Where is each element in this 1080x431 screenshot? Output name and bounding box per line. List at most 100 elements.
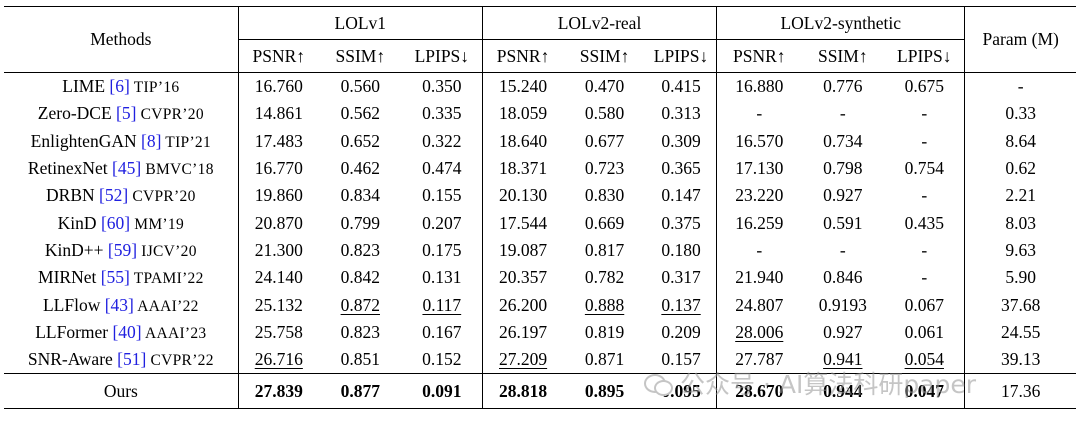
value-cell: 0.669 xyxy=(563,209,646,236)
value-text: 0.823 xyxy=(340,321,380,342)
value-cell: 37.68 xyxy=(964,291,1076,319)
method-name: RetinexNet xyxy=(27,158,112,179)
citation-link[interactable]: [59] xyxy=(107,239,138,260)
method-name: Ours xyxy=(103,380,138,401)
value-cell: 0.871 xyxy=(563,346,646,374)
value-text: 0.375 xyxy=(661,212,701,233)
value-cell: 5.90 xyxy=(964,264,1076,292)
table-row: DRBN [52] CVPR’20 19.860 0.834 0.155 20.130 0… xyxy=(4,182,1076,210)
value-cell: 19.860 xyxy=(237,182,319,210)
value-cell: 0.054 xyxy=(884,346,965,374)
value-text: 24.55 xyxy=(1001,321,1041,342)
value-text: 0.941 xyxy=(823,349,863,370)
value-cell: 2.21 xyxy=(964,182,1076,210)
value-cell: 0.180 xyxy=(646,237,717,264)
method-name: SNR-Aware xyxy=(27,349,118,370)
table-row: EnlightenGAN [8] TIP’21 17.483 0.652 0.322 1… xyxy=(4,127,1076,155)
value-cell: 20.130 xyxy=(481,182,564,210)
value-cell: 18.059 xyxy=(481,100,564,128)
table-row: LIME [6] TIP’16 16.760 0.560 0.350 15.240 0.4… xyxy=(4,72,1076,101)
value-text: 0.562 xyxy=(340,103,380,124)
venue-label: TIP’21 xyxy=(161,133,212,151)
value-cell: 0.817 xyxy=(563,237,646,264)
table-row: LLFlow [43] AAAI’22 25.132 0.872 0.117 26.20… xyxy=(4,291,1076,319)
table-row: KinD [60] MM’19 20.870 0.799 0.207 17.544 0.6… xyxy=(4,209,1076,237)
method-name-cell: SNR-Aware [51] CVPR’22 xyxy=(4,346,238,374)
metric-header: PSNR↑ xyxy=(237,39,319,73)
value-cell: 0.562 xyxy=(319,100,402,127)
value-text: 0.754 xyxy=(904,158,944,179)
value-text: 0.470 xyxy=(584,76,625,97)
value-text: 18.059 xyxy=(499,103,548,124)
value-cell: 0.415 xyxy=(646,73,717,101)
value-cell: 28.006 xyxy=(716,318,802,346)
metric-header: PSNR↑ xyxy=(716,39,802,73)
metric-header: PSNR↑ xyxy=(481,39,564,73)
method-name: Zero-DCE xyxy=(37,103,117,124)
value-text: - xyxy=(921,130,928,151)
value-cell: 0.798 xyxy=(801,155,884,182)
venue-label: TIP’16 xyxy=(129,79,180,97)
value-text: 0.474 xyxy=(422,158,462,179)
value-text: 0.560 xyxy=(340,76,380,97)
value-text: 16.880 xyxy=(735,76,784,97)
citation-link[interactable]: [45] xyxy=(112,158,142,179)
value-text: 26.197 xyxy=(499,321,548,342)
table-row: Zero-DCE [5] CVPR’20 14.861 0.562 0.335 18.0… xyxy=(4,100,1076,128)
value-cell: 0.365 xyxy=(646,155,717,182)
value-cell: 0.675 xyxy=(884,73,965,101)
citation-link[interactable]: [52] xyxy=(99,185,129,206)
citation-link[interactable]: [60] xyxy=(100,212,131,233)
value-text: 0.927 xyxy=(823,185,863,206)
value-text: 0.061 xyxy=(904,321,944,342)
citation-link[interactable]: [55] xyxy=(100,267,130,288)
method-name: LLFormer xyxy=(35,321,113,342)
value-text: 0.462 xyxy=(340,158,380,179)
value-text: 18.640 xyxy=(499,130,548,151)
value-cell: 0.652 xyxy=(319,128,402,155)
method-name: EnlightenGAN xyxy=(30,130,141,151)
venue-label: CVPR’20 xyxy=(128,188,196,206)
value-cell: 26.200 xyxy=(481,291,564,319)
value-cell: 17.130 xyxy=(716,154,802,183)
value-text: - xyxy=(921,185,928,206)
citation-link[interactable]: [6] xyxy=(109,76,130,97)
value-cell: 0.580 xyxy=(563,100,646,127)
value-text: 21.940 xyxy=(735,267,784,288)
value-text: 0.435 xyxy=(904,212,944,233)
citation-link[interactable]: [8] xyxy=(141,130,162,151)
value-cell: 0.462 xyxy=(319,155,402,182)
value-text: 16.770 xyxy=(254,158,303,179)
metric-header: SSIM↑ xyxy=(335,45,386,66)
citation-link[interactable]: [43] xyxy=(104,294,134,315)
citation-link[interactable]: [40] xyxy=(112,321,142,342)
value-cell: 0.117 xyxy=(402,291,483,318)
method-name-cell: DRBN [52] CVPR’20 xyxy=(4,182,238,209)
value-cell: 26.716 xyxy=(237,345,319,374)
value-text: 23.220 xyxy=(735,185,784,206)
citation-link[interactable]: [51] xyxy=(117,349,147,370)
value-text: 0.871 xyxy=(584,349,625,370)
value-text: 0.309 xyxy=(661,130,701,151)
value-cell: 0.877 xyxy=(340,380,380,401)
value-text: 0.819 xyxy=(584,321,625,342)
value-text: - xyxy=(839,103,846,124)
method-name: LLFlow xyxy=(42,294,105,315)
value-text: 0.927 xyxy=(823,321,863,342)
method-name-cell: LLFlow [43] AAAI’22 xyxy=(4,291,238,318)
table-row: LLFormer [40] AAAI’23 25.758 0.823 0.167 26.… xyxy=(4,318,1076,346)
value-cell: - xyxy=(884,182,965,209)
value-text: 0.823 xyxy=(340,239,380,260)
value-text: 2.21 xyxy=(1005,185,1037,206)
method-name-cell: KinD++ [59] IJCV’20 xyxy=(4,237,238,264)
value-text: 5.90 xyxy=(1005,267,1037,288)
value-cell: 0.734 xyxy=(801,128,884,155)
value-text: 0.350 xyxy=(422,76,462,97)
value-text: 0.776 xyxy=(823,76,863,97)
value-cell: 19.087 xyxy=(481,236,564,265)
value-cell: 0.560 xyxy=(319,73,402,101)
value-text: 0.335 xyxy=(422,103,462,124)
method-name: KinD xyxy=(57,212,101,233)
citation-link[interactable]: [5] xyxy=(116,103,137,124)
value-text: 0.888 xyxy=(584,294,625,315)
